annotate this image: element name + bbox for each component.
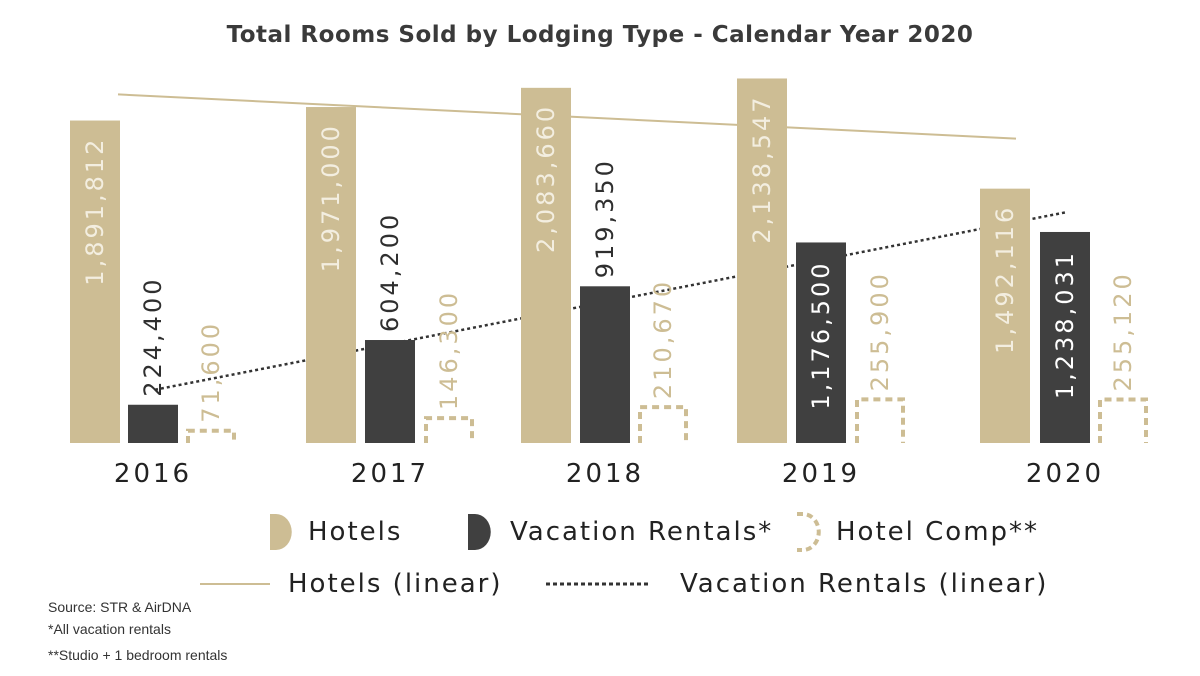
chart-title: Total Rooms Sold by Lodging Type - Calen… [227, 22, 974, 48]
label-hotels-2016: 1,891,812 [81, 137, 109, 286]
category-label-2016: 2016 [114, 459, 192, 489]
label-vacation-rentals-2019: 1,176,500 [807, 260, 835, 409]
bar-hotel-comp-2020 [1098, 397, 1148, 443]
bar-hotels-2018 [521, 87, 571, 443]
bar-hotel-comp-2018 [638, 405, 688, 443]
source-note: Source: STR & AirDNA [48, 599, 192, 615]
category-label-2018: 2018 [566, 459, 644, 489]
category-label-2019: 2019 [782, 459, 860, 489]
bar-hotels-2016 [70, 120, 120, 443]
footnote-vacation-rentals: *All vacation rentals [48, 621, 171, 637]
value-labels: 1,891,812 224,400 71,600 1,971,000 604,200 14… [81, 94, 1137, 422]
bar-vacation-rentals-2017 [365, 340, 415, 443]
legend-label-hotel-comp: Hotel Comp** [836, 517, 1039, 547]
footnotes: Source: STR & AirDNA *All vacation renta… [48, 599, 227, 663]
label-vacation-rentals-2018: 919,350 [591, 158, 619, 278]
legend-label-hotels: Hotels [308, 517, 402, 547]
category-label-2020: 2020 [1026, 459, 1104, 489]
bar-vacation-rentals-2020 [1040, 231, 1090, 443]
label-hotels-2018: 2,083,660 [532, 104, 560, 253]
bar-hotels-2019 [737, 78, 787, 443]
bar-vacation-rentals-2016 [128, 404, 178, 443]
label-hotel-comp-2018: 210,670 [649, 279, 677, 399]
legend-label-vacation-rentals: Vacation Rentals* [510, 517, 773, 547]
category-labels: 2016 2017 2018 2019 2020 [114, 459, 1104, 489]
bar-hotel-comp-2016 [186, 428, 236, 443]
bar-hotels-2020 [980, 188, 1030, 443]
label-vacation-rentals-2017: 604,200 [376, 212, 404, 332]
legend-swatch-hotel-comp [797, 512, 821, 552]
bar-vacation-rentals-2019 [796, 242, 846, 443]
label-vacation-rentals-2020: 1,238,031 [1051, 250, 1079, 399]
bar-hotel-comp-2019 [855, 397, 905, 443]
label-hotel-comp-2020: 255,120 [1109, 271, 1137, 391]
legend-label-vacation-rentals-linear: Vacation Rentals (linear) [680, 569, 1048, 599]
bars [70, 78, 1148, 443]
bar-vacation-rentals-2018 [580, 286, 630, 443]
label-hotel-comp-2016: 71,600 [197, 321, 225, 423]
footnote-hotel-comp: **Studio + 1 bedroom rentals [48, 647, 227, 663]
label-hotels-2020: 1,492,116 [991, 205, 1019, 354]
legend-swatch-vacation-rentals [468, 514, 491, 550]
label-hotel-comp-2019: 255,900 [866, 271, 894, 391]
legend-swatch-hotels [270, 514, 292, 550]
label-hotels-2017: 1,971,000 [317, 123, 345, 272]
category-label-2017: 2017 [351, 459, 429, 489]
label-hotels-2019: 2,138,547 [748, 94, 776, 243]
label-vacation-rentals-2016: 224,400 [139, 277, 167, 397]
legend-label-hotels-linear: Hotels (linear) [288, 569, 503, 599]
bar-hotels-2017 [306, 107, 356, 443]
label-hotel-comp-2017: 146,300 [435, 290, 463, 410]
bar-hotel-comp-2017 [424, 416, 474, 443]
legend: Hotels Vacation Rentals* Hotel Comp** Ho… [200, 512, 1048, 599]
